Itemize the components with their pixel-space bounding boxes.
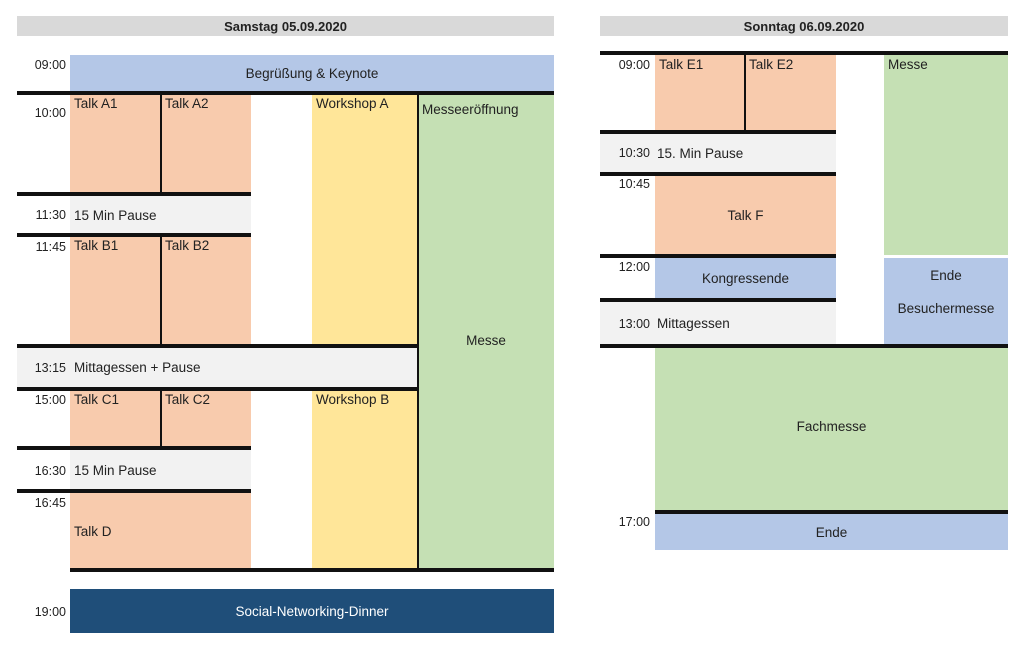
divider (600, 344, 1008, 348)
workshop-b-block[interactable]: Workshop B (312, 390, 418, 569)
divider (600, 51, 1008, 55)
sunday-lunch-block[interactable]: Mittagessen (600, 302, 836, 344)
talk-b2-block[interactable]: Talk B2 (161, 236, 251, 344)
workshop-a-block[interactable]: Workshop A (312, 94, 418, 345)
sunday-header: Sonntag 06.09.2020 (600, 16, 1008, 36)
talk-e1-block[interactable]: Talk E1 (655, 55, 745, 130)
divider (17, 387, 418, 391)
time-label: 10:45 (618, 177, 650, 191)
lunch-block[interactable]: Mittagessen + Pause (17, 347, 418, 388)
divider (70, 568, 554, 572)
messe-column[interactable]: Messeeröffnung (418, 94, 554, 569)
visitor-end-block[interactable]: Ende Besuchermesse (884, 258, 1008, 344)
divider (160, 390, 162, 447)
divider (17, 344, 418, 348)
divider (600, 254, 836, 258)
time-label: 12:00 (618, 260, 650, 274)
divider (17, 192, 251, 196)
talk-c2-block[interactable]: Talk C2 (161, 390, 251, 447)
time-label: 15:00 (34, 393, 66, 407)
divider (17, 489, 251, 493)
pause1-block[interactable]: 15 Min Pause (70, 196, 251, 234)
sunday-messe-block[interactable]: Messe (884, 55, 1008, 255)
visitor-end-label-1: Ende (930, 268, 962, 283)
talk-d-block[interactable]: Talk D (70, 493, 251, 569)
time-label: 11:30 (35, 208, 66, 222)
keynote-block[interactable]: Begrüßung & Keynote (70, 55, 554, 92)
time-label: 09:00 (34, 58, 66, 72)
talk-b1-block[interactable]: Talk B1 (70, 236, 161, 344)
time-label: 16:45 (34, 496, 66, 510)
divider (17, 91, 554, 95)
time-label: 10:30 (618, 146, 650, 160)
sunday-pause-block[interactable]: 15. Min Pause (600, 134, 836, 172)
time-label: 16:30 (34, 464, 66, 478)
divider (417, 94, 419, 569)
divider (17, 233, 251, 237)
divider (17, 446, 251, 450)
dinner-block[interactable]: Social-Networking-Dinner (70, 589, 554, 633)
divider (600, 130, 836, 134)
time-label: 13:00 (618, 317, 650, 331)
messe-label: Messe (466, 332, 506, 348)
saturday-header: Samstag 05.09.2020 (17, 16, 554, 36)
time-label: 13:15 (34, 361, 66, 375)
sunday-end-block[interactable]: Ende (655, 514, 1008, 550)
talk-a2-block[interactable]: Talk A2 (161, 94, 251, 193)
messe-opening-label: Messeeröffnung (422, 102, 519, 117)
time-label: 10:00 (34, 106, 66, 120)
talk-f-block[interactable]: Talk F (655, 176, 836, 255)
talk-e2-block[interactable]: Talk E2 (745, 55, 836, 130)
talk-c1-block[interactable]: Talk C1 (70, 390, 161, 447)
divider (600, 172, 836, 176)
pause2-block[interactable]: 15 Min Pause (70, 450, 251, 490)
divider (744, 55, 746, 130)
congress-end-block[interactable]: Kongressende (655, 258, 836, 298)
time-label: 17:00 (618, 515, 650, 529)
time-label: 19:00 (34, 605, 66, 619)
visitor-end-label-2: Besuchermesse (897, 301, 995, 316)
divider (655, 510, 1008, 514)
talk-a1-block[interactable]: Talk A1 (70, 94, 161, 193)
divider (600, 298, 836, 302)
divider (160, 94, 162, 193)
time-label: 11:45 (35, 240, 66, 254)
divider (160, 236, 162, 344)
time-label: 09:00 (618, 58, 650, 72)
fachmesse-block[interactable]: Fachmesse (655, 348, 1008, 510)
